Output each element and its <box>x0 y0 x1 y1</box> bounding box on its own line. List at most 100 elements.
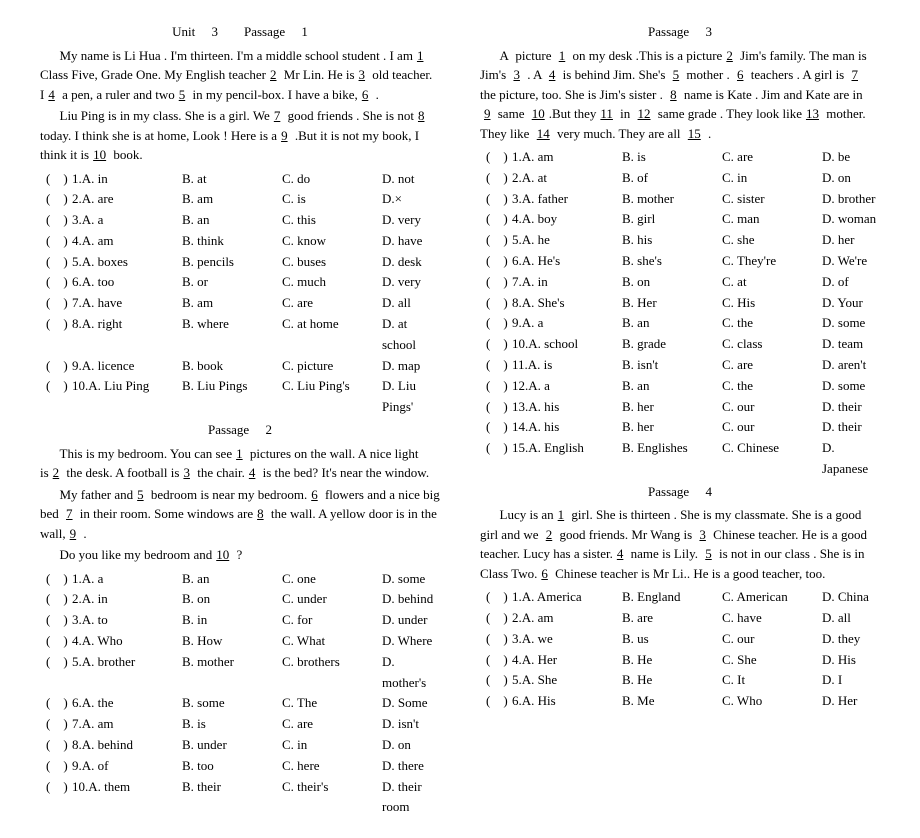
opt-d: D. team <box>822 334 880 355</box>
opt-c: C. sister <box>722 189 822 210</box>
answer-paren[interactable]: ( ) <box>40 652 72 694</box>
answer-paren[interactable]: ( ) <box>40 314 72 356</box>
answer-paren[interactable]: ( ) <box>40 610 72 631</box>
opt-b: B. am <box>182 189 282 210</box>
opt-d: D. all <box>382 293 440 314</box>
p2-option-row: ( )5.A. brotherB. motherC. brothersD. mo… <box>40 652 440 694</box>
answer-paren[interactable]: ( ) <box>480 417 512 438</box>
answer-paren[interactable]: ( ) <box>480 251 512 272</box>
p3-b2: 2 <box>722 48 737 63</box>
opt-a: 11.A. is <box>512 355 622 376</box>
opt-a: 4.A. Her <box>512 650 622 671</box>
p2-option-row: ( )6.A. theB. someC. TheD. Some <box>40 693 440 714</box>
opt-c: C. It <box>722 670 822 691</box>
answer-paren[interactable]: ( ) <box>480 355 512 376</box>
p4-option-row: ( )1.A. AmericaB. EnglandC. AmericanD. C… <box>480 587 880 608</box>
answer-paren[interactable]: ( ) <box>40 589 72 610</box>
answer-paren[interactable]: ( ) <box>40 252 72 273</box>
p2-t3: the chair. <box>197 465 245 480</box>
answer-paren[interactable]: ( ) <box>480 397 512 418</box>
opt-c: C. Who <box>722 691 822 712</box>
answer-paren[interactable]: ( ) <box>40 293 72 314</box>
answer-paren[interactable]: ( ) <box>40 756 72 777</box>
answer-paren[interactable]: ( ) <box>40 231 72 252</box>
p2-b9: 9 <box>66 526 81 541</box>
answer-paren[interactable]: ( ) <box>40 631 72 652</box>
opt-b: B. Liu Pings <box>182 376 282 418</box>
answer-paren[interactable]: ( ) <box>480 313 512 334</box>
p1-b10: 10 <box>89 147 110 162</box>
opt-b: B. Englishes <box>622 438 722 480</box>
answer-paren[interactable]: ( ) <box>40 189 72 210</box>
answer-paren[interactable]: ( ) <box>480 438 512 480</box>
p2-t8: in their room. Some windows are <box>80 506 253 521</box>
p4-option-row: ( )2.A. amB. areC. haveD. all <box>480 608 880 629</box>
answer-paren[interactable]: ( ) <box>480 691 512 712</box>
p1-t0: My name is Li Hua . I'm thirteen. I'm a … <box>60 48 413 63</box>
answer-paren[interactable]: ( ) <box>480 230 512 251</box>
answer-paren[interactable]: ( ) <box>40 272 72 293</box>
p3-b4: 4 <box>545 67 560 82</box>
opt-d: D. mother's <box>382 652 440 694</box>
answer-paren[interactable]: ( ) <box>40 569 72 590</box>
answer-paren[interactable]: ( ) <box>40 356 72 377</box>
opt-d: D. Where <box>382 631 440 652</box>
p3-b15: 15 <box>684 126 705 141</box>
p2-t11: Do you like my bedroom and <box>60 547 213 562</box>
p3-option-row: ( )15.A. EnglishB. EnglishesC. ChineseD.… <box>480 438 880 480</box>
answer-paren[interactable]: ( ) <box>480 629 512 650</box>
opt-a: 7.A. in <box>512 272 622 293</box>
opt-c: C. have <box>722 608 822 629</box>
p2-b3: 3 <box>179 465 194 480</box>
p3-option-row: ( )10.A. schoolB. gradeC. classD. team <box>480 334 880 355</box>
opt-c: C. Liu Ping's <box>282 376 382 418</box>
opt-d: D. China <box>822 587 880 608</box>
answer-paren[interactable]: ( ) <box>480 587 512 608</box>
p2-t4: is the bed? It's near the window. <box>263 465 429 480</box>
opt-a: 1.A. a <box>72 569 182 590</box>
opt-d: D. on <box>382 735 440 756</box>
opt-b: B. Me <box>622 691 722 712</box>
opt-b: B. pencils <box>182 252 282 273</box>
answer-paren[interactable]: ( ) <box>480 376 512 397</box>
opt-b: B. am <box>182 293 282 314</box>
answer-paren[interactable]: ( ) <box>480 147 512 168</box>
opt-c: C. are <box>282 714 382 735</box>
answer-paren[interactable]: ( ) <box>40 714 72 735</box>
opt-a: 4.A. am <box>72 231 182 252</box>
opt-a: 3.A. father <box>512 189 622 210</box>
answer-paren[interactable]: ( ) <box>480 293 512 314</box>
answer-paren[interactable]: ( ) <box>480 209 512 230</box>
opt-c: C. the <box>722 313 822 334</box>
opt-a: 10.A. Liu Ping <box>72 376 182 418</box>
opt-d: D. on <box>822 168 880 189</box>
answer-paren[interactable]: ( ) <box>480 650 512 671</box>
answer-paren[interactable]: ( ) <box>480 608 512 629</box>
answer-paren[interactable]: ( ) <box>40 693 72 714</box>
p2-b2: 2 <box>49 465 64 480</box>
answer-paren[interactable]: ( ) <box>480 334 512 355</box>
opt-b: B. on <box>182 589 282 610</box>
p1-t6: . <box>376 87 379 102</box>
answer-paren[interactable]: ( ) <box>40 169 72 190</box>
answer-paren[interactable]: ( ) <box>40 210 72 231</box>
opt-c: C. buses <box>282 252 382 273</box>
p4-b4: 4 <box>613 546 628 561</box>
opt-d: D. all <box>822 608 880 629</box>
answer-paren[interactable]: ( ) <box>40 376 72 418</box>
opt-b: B. He <box>622 670 722 691</box>
opt-d: D. Her <box>822 691 880 712</box>
opt-d: D. aren't <box>822 355 880 376</box>
opt-a: 5.A. brother <box>72 652 182 694</box>
answer-paren[interactable]: ( ) <box>40 777 72 819</box>
p3-b14: 14 <box>533 126 554 141</box>
opt-a: 6.A. He's <box>512 251 622 272</box>
opt-b: B. or <box>182 272 282 293</box>
answer-paren[interactable]: ( ) <box>480 272 512 293</box>
opt-b: B. their <box>182 777 282 819</box>
opt-d: D. Your <box>822 293 880 314</box>
answer-paren[interactable]: ( ) <box>480 189 512 210</box>
answer-paren[interactable]: ( ) <box>480 168 512 189</box>
answer-paren[interactable]: ( ) <box>480 670 512 691</box>
answer-paren[interactable]: ( ) <box>40 735 72 756</box>
